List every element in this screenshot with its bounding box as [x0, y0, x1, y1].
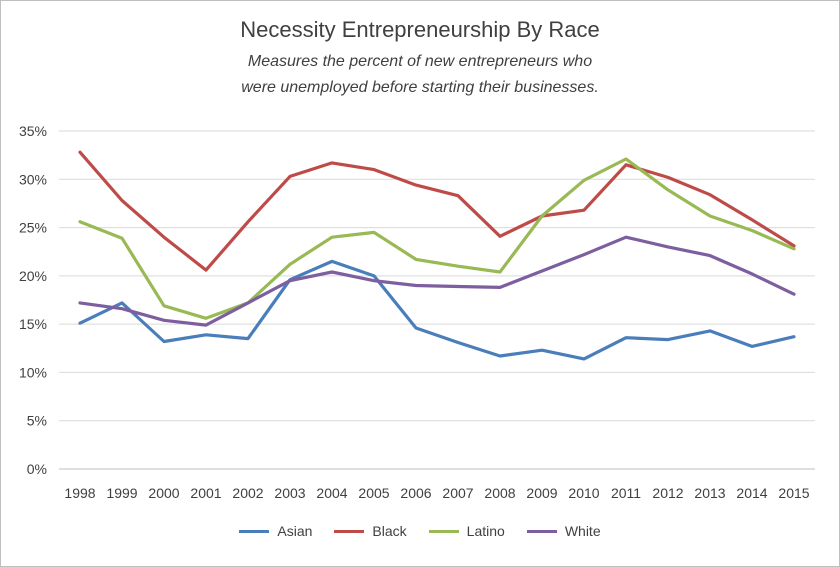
- legend-label: Latino: [466, 523, 505, 539]
- series-lines: [78, 150, 796, 361]
- x-tick-label: 2009: [526, 485, 557, 501]
- x-tick-label: 2008: [484, 485, 515, 501]
- x-tick-label: 2005: [358, 485, 389, 501]
- x-tick-label: 2007: [442, 485, 473, 501]
- chart-subtitle: Measures the percent of new entrepreneur…: [1, 49, 839, 101]
- x-tick-label: 2006: [400, 485, 431, 501]
- x-tick-label: 2002: [232, 485, 263, 501]
- y-tick-label: 25%: [19, 220, 47, 236]
- legend-item-white: White: [526, 523, 601, 539]
- legend-label: Asian: [277, 523, 313, 539]
- legend-swatch: [239, 529, 270, 533]
- x-tick-label: 2011: [611, 485, 641, 501]
- y-tick-label: 5%: [27, 413, 47, 429]
- x-tick-label: 2012: [652, 485, 683, 501]
- x-tick-label: 2001: [190, 485, 221, 501]
- x-tick-label: 2010: [568, 485, 599, 501]
- subtitle-line-1: Measures the percent of new entrepreneur…: [247, 53, 593, 70]
- gridlines: [59, 130, 815, 470]
- series-line-black: [78, 150, 796, 272]
- series-line-latino: [78, 157, 796, 320]
- legend: Asian Black Latino White: [1, 523, 839, 539]
- y-tick-label: 30%: [19, 171, 47, 187]
- x-tick-label: 2014: [736, 485, 767, 501]
- x-tick-label: 1999: [106, 485, 137, 501]
- y-tick-label: 15%: [19, 316, 47, 332]
- y-tick-label: 35%: [19, 123, 47, 139]
- y-tick-label: 20%: [19, 268, 47, 284]
- x-tick-label: 2003: [274, 485, 305, 501]
- legend-label: White: [564, 523, 601, 539]
- x-tick-label: 2000: [148, 485, 179, 501]
- legend-swatch: [526, 529, 557, 533]
- x-tick-label: 2013: [694, 485, 725, 501]
- x-tick-label: 2015: [778, 485, 809, 501]
- series-line-asian: [78, 259, 796, 361]
- y-tick-label: 0%: [27, 461, 47, 477]
- chart-title: Necessity Entrepreneurship By Race: [240, 17, 600, 42]
- legend-swatch: [428, 529, 459, 533]
- legend-swatch: [334, 529, 365, 533]
- x-axis-ticks: 1998 1999 2000 2001 2002 2003 2004 2005 2006 2007…: [64, 485, 809, 501]
- legend-label: Black: [372, 523, 407, 539]
- series-line-white: [78, 235, 796, 327]
- legend-item-asian: Asian: [239, 523, 312, 539]
- legend-item-latino: Latino: [428, 523, 505, 539]
- y-axis-ticks: 0% 5% 10% 15% 20% 25% 30% 35%: [19, 123, 47, 477]
- x-tick-label: 2004: [316, 485, 347, 501]
- subtitle-line-2: were unemployed before starting their bu…: [241, 79, 599, 96]
- legend-item-black: Black: [334, 523, 407, 539]
- y-tick-label: 10%: [19, 364, 47, 380]
- x-tick-label: 1998: [64, 485, 95, 501]
